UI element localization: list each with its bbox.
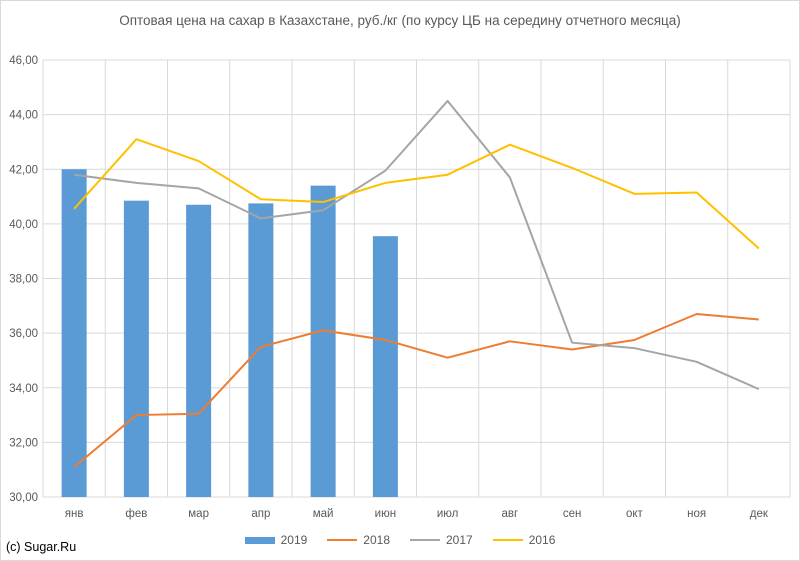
legend-label: 2017: [446, 533, 473, 547]
y-axis-ticks: 30,00 32,00 34,00 36,00 38,00 40,00 42,00 44,00…: [9, 55, 38, 504]
x-axis-ticks: янв фев мар апр май июн июл авг сен окт ноя дек: [65, 508, 769, 520]
line-series-2017: [73, 99, 760, 391]
x-tick-label: фев: [125, 508, 147, 520]
grid-lines: [42, 59, 791, 498]
x-tick-label: янв: [65, 508, 84, 520]
x-tick-label: май: [313, 508, 334, 520]
bar-2019-мар: [186, 204, 212, 497]
x-tick-label: дек: [750, 508, 769, 520]
x-tick-label: мар: [188, 508, 209, 520]
legend-item-2017: 2017: [410, 533, 473, 547]
line-series-2018: [73, 313, 759, 468]
bar-2019-янв: [61, 169, 87, 497]
bar-2019-апр: [248, 203, 274, 497]
bar-series: [61, 169, 398, 498]
legend-label: 2019: [280, 533, 308, 547]
x-tick-label: июл: [437, 508, 459, 520]
legend-item-2016: 2016: [492, 533, 556, 547]
x-tick-label: апр: [251, 508, 270, 520]
legend-item-2018: 2018: [327, 533, 390, 547]
legend-swatch: [492, 539, 523, 541]
y-tick-label: 44,00: [9, 110, 38, 122]
y-tick-label: 40,00: [9, 219, 38, 231]
legend-swatch: [410, 539, 440, 541]
chart-title: Оптовая цена на сахар в Казахстане, руб.…: [119, 13, 681, 28]
credit-text: (c) Sugar.Ru: [6, 540, 77, 554]
y-tick-label: 32,00: [9, 437, 38, 449]
legend: 2019 2018 2017 2016: [0, 533, 800, 547]
y-tick-label: 36,00: [9, 328, 38, 340]
legend-label: 2016: [528, 533, 556, 547]
line-series-2016: [73, 138, 760, 250]
x-tick-label: ноя: [687, 508, 706, 520]
bar-2019-июн: [372, 236, 398, 497]
y-tick-label: 42,00: [9, 164, 38, 176]
x-tick-label: сен: [563, 508, 582, 520]
bar-2019-май: [310, 185, 336, 497]
bar-2019-фев: [123, 200, 149, 498]
y-tick-label: 46,00: [9, 55, 38, 67]
y-tick-label: 30,00: [9, 492, 38, 504]
x-tick-label: окт: [626, 508, 644, 520]
legend-swatch: [327, 539, 358, 541]
y-tick-label: 38,00: [9, 274, 38, 286]
x-tick-label: июн: [375, 508, 396, 520]
legend-item-2019: 2019: [244, 533, 308, 547]
legend-label: 2018: [363, 533, 390, 547]
y-tick-label: 34,00: [9, 383, 38, 395]
line-series: [73, 99, 760, 468]
legend-swatch: [244, 536, 275, 544]
x-tick-label: авг: [502, 508, 519, 520]
